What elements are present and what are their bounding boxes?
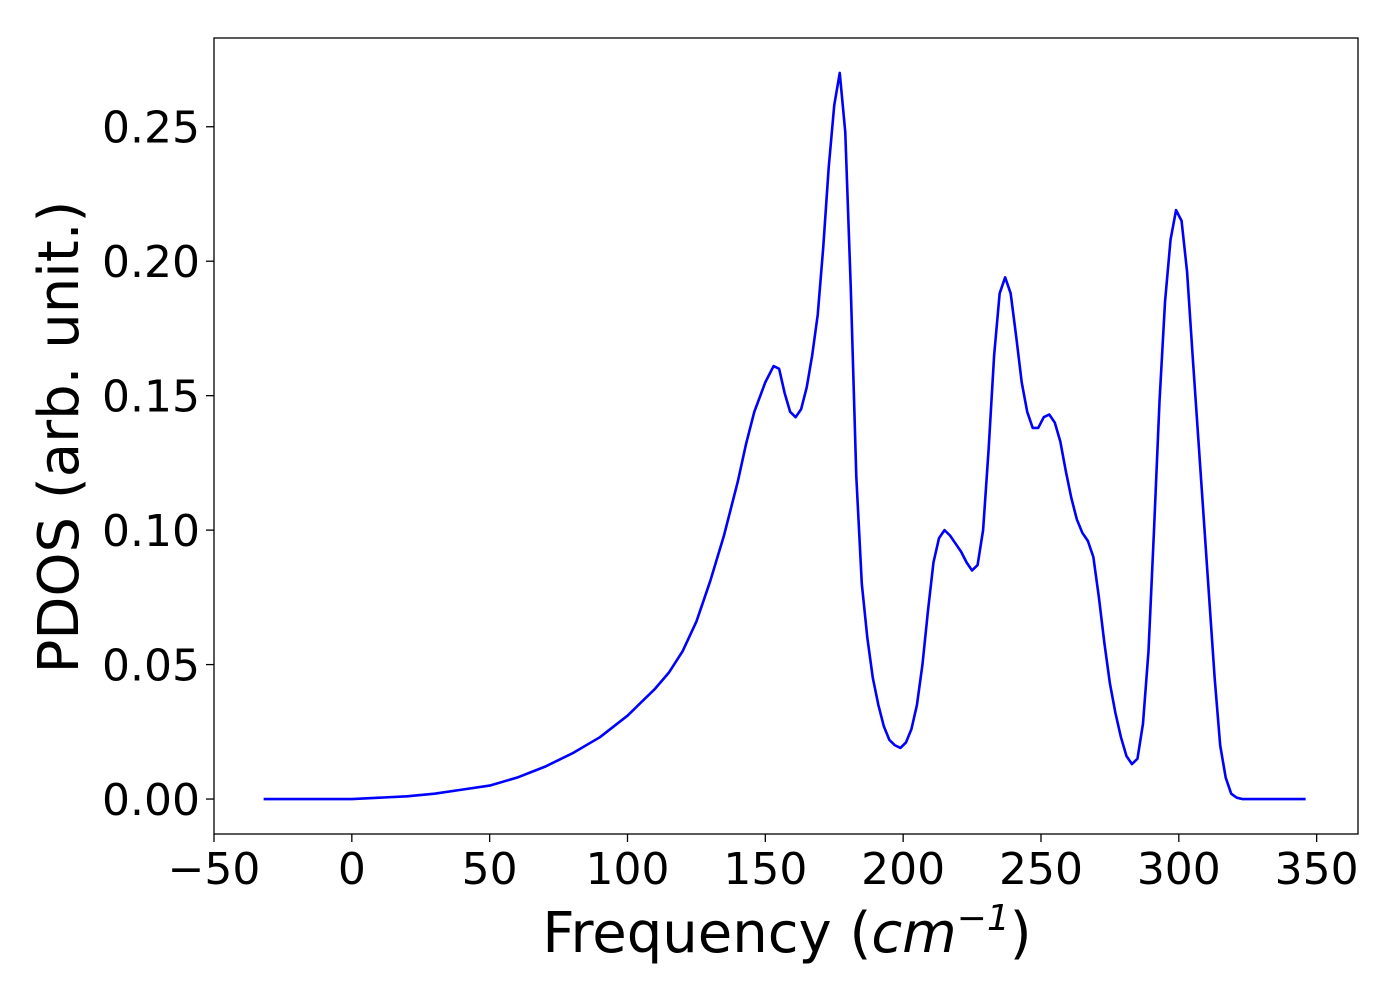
y-tick-label: 0.15	[102, 372, 200, 423]
y-tick-label: 0.10	[102, 506, 200, 557]
x-tick-label: 100	[586, 844, 670, 895]
x-axis-title: Frequency (cm−1)	[542, 898, 1031, 966]
plot-frame	[213, 37, 1359, 835]
x-tick-label: −50	[168, 844, 261, 895]
x-tick-label: 0	[338, 844, 366, 895]
x-tick-label: 350	[1275, 844, 1359, 895]
x-tick-label: 50	[462, 844, 518, 895]
y-tick-label: 0.00	[102, 775, 200, 826]
x-tick-label: 300	[1137, 844, 1221, 895]
series-line-0	[263, 71, 1306, 801]
y-tick-label: 0.05	[102, 641, 200, 692]
y-tick-label: 0.25	[102, 103, 200, 154]
x-tick-label: 150	[723, 844, 807, 895]
y-tick-label: 0.20	[102, 237, 200, 288]
x-tick-label: 250	[999, 844, 1083, 895]
y-axis-title: PDOS (arb. unit.)	[27, 201, 92, 674]
x-tick-label: 200	[861, 844, 945, 895]
